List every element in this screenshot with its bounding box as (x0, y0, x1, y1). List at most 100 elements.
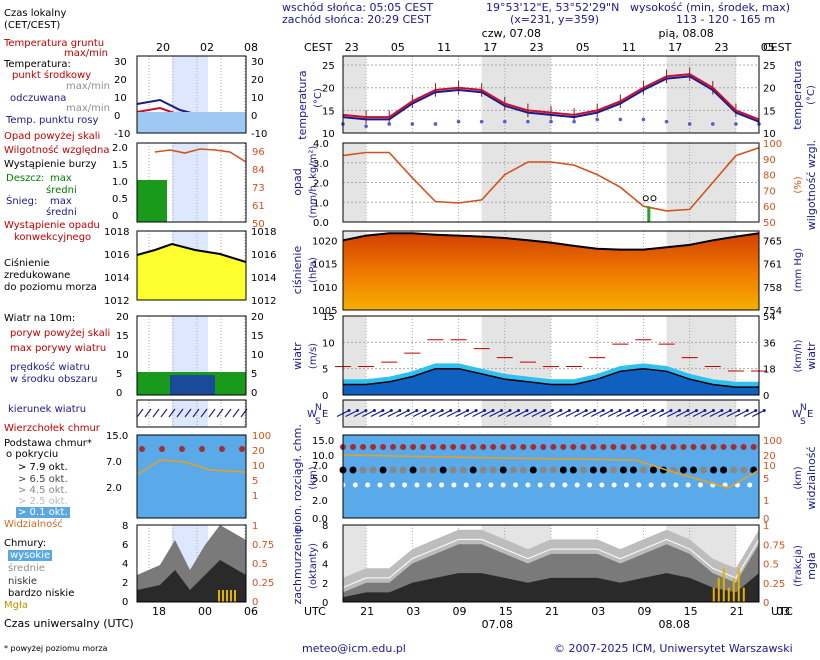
cloud-base-dot-light (377, 482, 383, 488)
wind-arrow-head (694, 409, 698, 412)
wind-arrow (658, 409, 672, 418)
cest-tick: 11 (622, 41, 636, 54)
dir-label-s: S (315, 417, 321, 427)
cape-dot (620, 444, 627, 450)
small-temp-tick: 20 (114, 75, 127, 86)
wind-arrow (675, 409, 689, 418)
small-pressure-area (137, 244, 246, 300)
wind-arrow (540, 409, 553, 418)
legend-okt5: > 0.1 okt. (16, 507, 70, 518)
small-utc-tick: 18 (152, 605, 166, 618)
cloud-base-dot-light (439, 482, 445, 488)
humidity-rlabel: wilgotność wzgl. (805, 140, 818, 230)
legend-mid: średnie (8, 563, 45, 574)
wind-arrow (463, 409, 477, 418)
cloud-base-dot (539, 466, 547, 474)
small-local-tick: 20 (156, 41, 170, 54)
cloud-base-dot (680, 466, 688, 474)
wind-arrow (641, 409, 655, 418)
small-pressure-tick-right: 1014 (251, 273, 276, 284)
wind-arrow (718, 409, 731, 418)
cloud-ylabel: pion. rozciągł. chm. (291, 424, 304, 532)
small-humidity-line (154, 148, 247, 163)
panel-frame-cloud (342, 434, 760, 519)
dew-point-dot (364, 124, 368, 129)
cest-tick: 17 (483, 41, 497, 54)
visibility-tick: 1 (763, 496, 769, 507)
cloud-base-dot (439, 466, 447, 474)
small-utc-tick: 06 (244, 605, 258, 618)
wind-arrow-head (720, 409, 724, 412)
utc-tick: 03 (591, 605, 605, 618)
wind-arrow-head (754, 409, 758, 412)
wind-ylabel: wiatr (291, 342, 304, 370)
wind-arrow-head (466, 409, 470, 412)
small-panel-frame-wind (136, 315, 247, 396)
small-visibility-tick: 100 (252, 431, 271, 442)
pressure-ylabel: ciśnienie (291, 246, 304, 295)
temp-ylabel: temperatura (296, 70, 309, 139)
cape-dot (370, 444, 377, 450)
cape-dot (640, 444, 647, 450)
cest-tick: 11 (437, 41, 451, 54)
small-night-band (172, 143, 208, 222)
temp-felt-line (342, 75, 760, 123)
small-local-tick: 08 (244, 41, 258, 54)
small-wind-tick: 20 (116, 312, 129, 323)
cover-verylow-area (343, 573, 759, 602)
cest-tick: 05 (391, 41, 405, 54)
temp-tick-right: 10 (763, 129, 776, 140)
small-visibility-tick: 1 (252, 491, 258, 502)
wind-runit: (km/h) (793, 339, 804, 372)
cover-ylabel: zachmurzenie (291, 527, 304, 604)
small-pressure-tick: 1018 (104, 227, 129, 238)
small-cloud-tick: 7.0 (106, 457, 122, 468)
visibility-tick: 100 (763, 436, 782, 447)
small-fog-bar (234, 590, 236, 602)
cloud-base-dot (399, 466, 407, 474)
small-temp-tick-right: -10 (251, 129, 267, 140)
cape-dot (450, 444, 457, 450)
cloud-base-dot-light (623, 482, 629, 488)
temp-runit: (°C) (806, 85, 817, 105)
cloud-base-dot (389, 466, 397, 474)
cloud-base-dot (509, 466, 517, 474)
cloud-base-dot-light (414, 482, 420, 488)
cloud-base-dot (579, 466, 587, 474)
small-cape-dot (159, 446, 165, 452)
night-band (666, 56, 736, 133)
cloud-base-dot-light (451, 482, 457, 488)
humidity-tick: 80 (763, 171, 776, 182)
small-fog-tick: 0.25 (252, 578, 274, 589)
small-fog-bar (218, 590, 220, 602)
wind-tick: 10 (322, 338, 335, 349)
cape-dot (590, 444, 597, 450)
wind-arrow-head (550, 409, 554, 412)
cloud-base-dot (409, 466, 417, 474)
small-temp-tick: -10 (114, 129, 130, 140)
small-wind-arrow (232, 408, 240, 418)
small-pressure-tick: 1016 (104, 250, 129, 261)
visibility-line (342, 454, 760, 489)
cape-dot (700, 444, 707, 450)
small-wind-arrow (168, 408, 176, 418)
utc-tick: 21 (545, 605, 559, 618)
cape-dot (710, 444, 717, 450)
cape-dot (740, 444, 747, 450)
small-wind-arrow (208, 408, 216, 418)
wind-arrow-head (398, 409, 402, 412)
small-precip-tick: 1.5 (112, 160, 128, 171)
wind-arrow (726, 409, 740, 418)
cloud-base-dot-light (537, 482, 543, 488)
night-band (481, 56, 551, 133)
rain-bar (647, 206, 651, 222)
dew-point-dot (618, 117, 623, 122)
legend-low: niskie (8, 576, 38, 587)
small-panel-frame-temp (136, 55, 247, 134)
cloud-base-dot-light (636, 482, 642, 488)
cape-dot (430, 444, 437, 450)
footer-email[interactable]: meteo@icm.edu.pl (302, 642, 406, 655)
wind-tick: 0 (322, 391, 328, 402)
utc-tick: 21 (730, 605, 744, 618)
cloud-base-dot-light (611, 482, 617, 488)
